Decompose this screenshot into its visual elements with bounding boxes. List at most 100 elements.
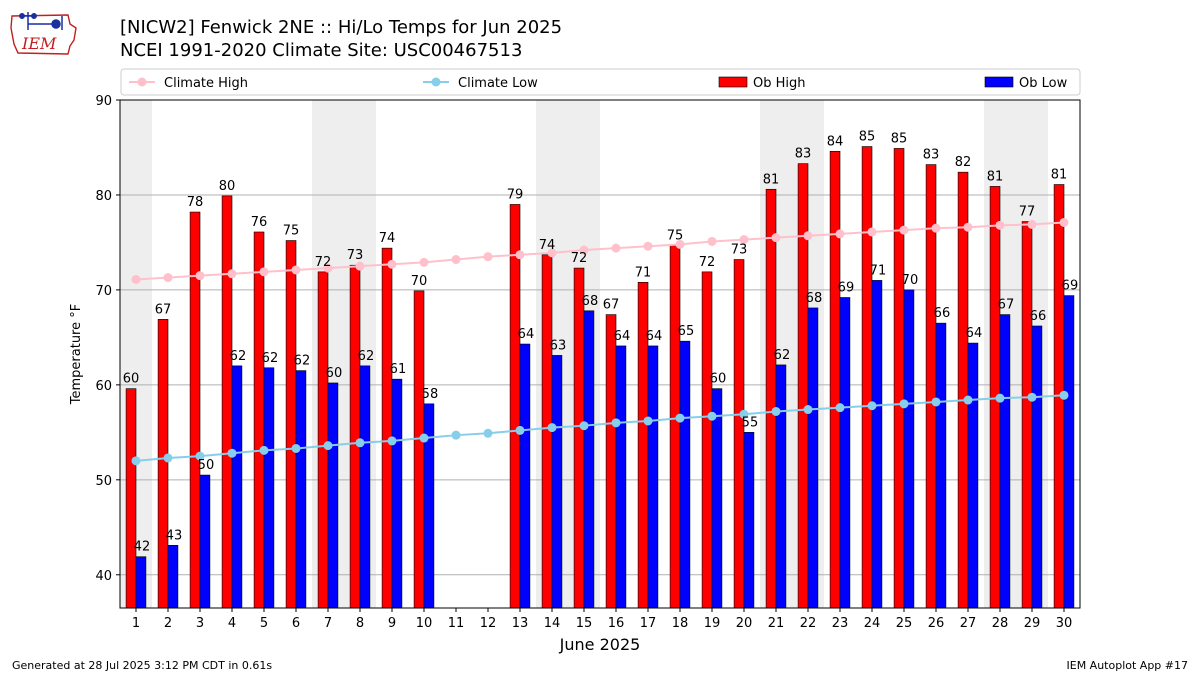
climate-low-point	[131, 456, 141, 466]
ob-low-bar	[1063, 295, 1075, 609]
climate-low-line	[135, 394, 1065, 462]
x-tick-label: 7	[324, 616, 332, 631]
climate-low-point	[899, 399, 909, 409]
climate-high-point	[419, 257, 429, 267]
climate-low-point	[483, 428, 493, 438]
ob-high-bar	[253, 231, 265, 609]
legend-ob-low-swatch	[984, 76, 1014, 88]
ob-high-label: 82	[955, 155, 972, 170]
x-tick-label: 5	[260, 616, 268, 631]
ob-high-label: 70	[411, 274, 428, 289]
ob-low-label: 58	[422, 387, 439, 402]
climate-low-point	[643, 416, 653, 426]
ob-low-label: 69	[1062, 279, 1079, 294]
climate-low-point	[259, 445, 269, 455]
ob-high-label: 73	[347, 248, 364, 263]
climate-low-point	[163, 453, 173, 463]
ob-high-label: 71	[635, 265, 652, 280]
ob-high-label: 80	[219, 179, 236, 194]
x-tick-label: 1	[132, 616, 140, 631]
climate-high-point	[387, 259, 397, 269]
ob-low-label: 66	[934, 306, 951, 321]
ob-high-label: 72	[571, 251, 588, 266]
ob-low-bar	[839, 297, 851, 609]
ob-high-label: 83	[795, 147, 812, 162]
logo-text: IEM	[21, 34, 57, 53]
ob-high-bar	[829, 150, 841, 609]
ob-high-label: 74	[539, 238, 556, 253]
ob-low-label: 43	[166, 528, 183, 543]
climate-high-point	[131, 274, 141, 284]
legend-climate-low-marker	[431, 77, 441, 87]
ob-high-bar	[573, 267, 585, 609]
ob-high-label: 81	[763, 172, 780, 187]
ob-high-label: 81	[987, 169, 1004, 184]
x-tick-label: 12	[480, 616, 497, 631]
climate-high-point	[355, 261, 365, 271]
climate-low-point	[227, 448, 237, 458]
climate-high-point	[1027, 219, 1037, 229]
ob-high-bar	[349, 264, 361, 609]
ob-high-label: 75	[667, 228, 684, 243]
x-tick-label: 8	[356, 616, 364, 631]
weather-instruments-icon	[19, 12, 63, 30]
climate-low-point	[611, 418, 621, 428]
ob-high-bar	[797, 163, 809, 609]
ob-high-bar	[701, 271, 713, 609]
ob-high-label: 84	[827, 134, 844, 149]
ob-low-label: 70	[902, 273, 919, 288]
x-tick-label: 27	[960, 616, 977, 631]
x-tick-label: 6	[292, 616, 300, 631]
climate-high-point	[515, 250, 525, 260]
climate-high-point	[611, 243, 621, 253]
ob-high-label: 72	[315, 255, 332, 270]
ob-low-bar	[647, 345, 659, 609]
ob-low-bar	[263, 367, 275, 609]
ob-low-bar	[807, 307, 819, 609]
x-tick-label: 25	[896, 616, 913, 631]
ob-high-label: 85	[891, 131, 908, 146]
ob-high-label: 81	[1051, 168, 1068, 183]
y-tick-label: 50	[95, 474, 112, 489]
ob-high-bar	[1021, 221, 1033, 609]
app-footer: IEM Autoplot App #17	[1066, 659, 1189, 672]
ob-low-label: 62	[774, 348, 791, 363]
ob-low-bar	[775, 364, 787, 609]
climate-low-point	[291, 443, 301, 453]
ob-high-label: 74	[379, 231, 396, 246]
generated-footer: Generated at 28 Jul 2025 3:12 PM CDT in …	[12, 659, 273, 672]
x-tick-label: 22	[800, 616, 817, 631]
ob-low-label: 55	[742, 415, 759, 430]
ob-low-label: 64	[646, 329, 663, 344]
x-tick-label: 3	[196, 616, 204, 631]
climate-high-point	[867, 227, 877, 237]
climate-high-point	[451, 255, 461, 265]
ob-low-bar	[583, 310, 595, 609]
climate-high-point	[163, 273, 173, 283]
ob-low-bar	[967, 342, 979, 609]
climate-low-point	[739, 409, 749, 419]
ob-low-bar	[199, 474, 211, 609]
ob-high-bar	[861, 146, 873, 609]
x-tick-label: 16	[608, 616, 625, 631]
ob-high-bar	[957, 171, 969, 609]
ob-low-bar	[551, 355, 563, 609]
x-tick-label: 24	[864, 616, 881, 631]
climate-low-point	[547, 423, 557, 433]
x-tick-label: 20	[736, 616, 753, 631]
legend-climate-low-label: Climate Low	[458, 76, 538, 91]
climate-low-point	[323, 441, 333, 451]
legend-box	[120, 68, 1081, 96]
x-tick-label: 23	[832, 616, 849, 631]
ob-low-label: 62	[262, 351, 279, 366]
climate-low-point	[707, 411, 717, 421]
ob-high-label: 72	[699, 255, 716, 270]
legend-climate-high-label: Climate High	[164, 76, 248, 91]
climate-high-point	[547, 248, 557, 258]
y-tick-label: 90	[95, 94, 112, 109]
climate-low-point	[835, 403, 845, 413]
ob-low-bar	[327, 382, 339, 609]
x-tick-label: 18	[672, 616, 689, 631]
legend-ob-low-label: Ob Low	[1019, 76, 1068, 91]
